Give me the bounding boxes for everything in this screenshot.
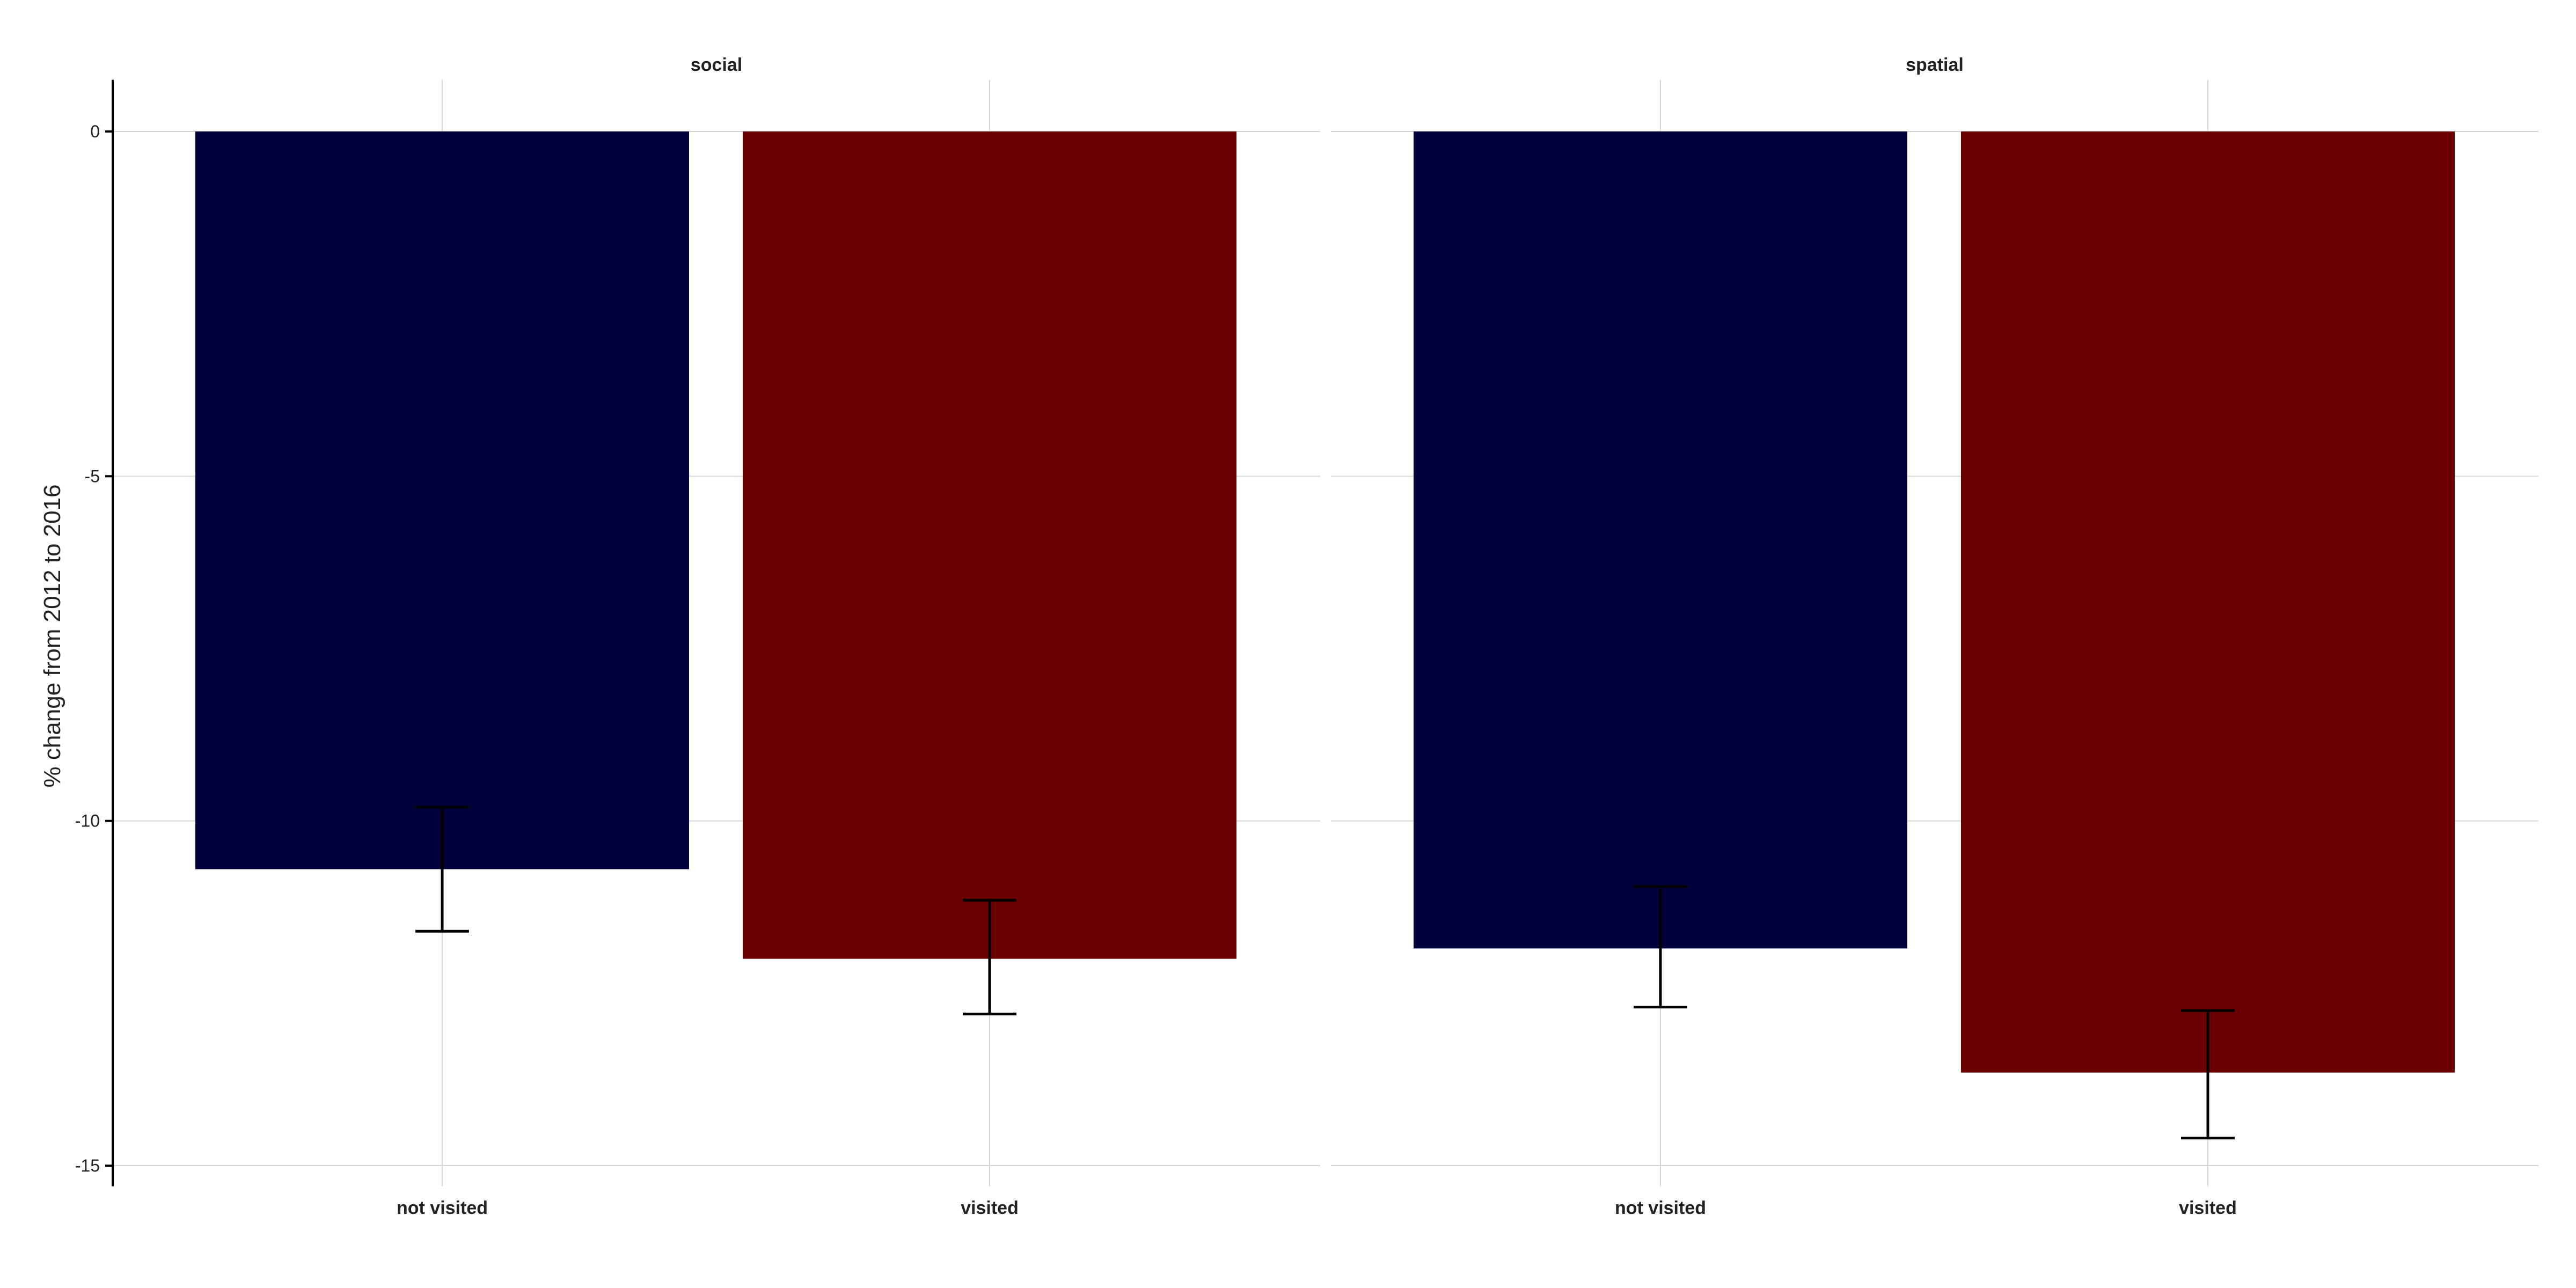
facet-title: social bbox=[691, 55, 742, 75]
error-bar-layer bbox=[415, 806, 2235, 1140]
label-layer: not visited visited social not visited visit… bbox=[75, 55, 2237, 1218]
bar bbox=[195, 131, 689, 869]
x-tick-label: not visited bbox=[397, 1198, 488, 1218]
axis-layer bbox=[105, 79, 114, 1187]
y-tick-label: 0 bbox=[90, 122, 100, 141]
x-tick-label: not visited bbox=[1615, 1198, 1706, 1218]
bar-layer bbox=[195, 131, 2455, 1073]
y-axis-title: % change from 2012 to 2016 bbox=[39, 484, 65, 787]
facet-title: spatial bbox=[1906, 55, 1964, 75]
bar bbox=[1414, 131, 1907, 949]
y-tick-label: -5 bbox=[85, 466, 100, 486]
bar bbox=[743, 131, 1236, 959]
bar bbox=[1961, 131, 2455, 1073]
y-tick-label: -15 bbox=[75, 1156, 100, 1175]
x-tick-label: visited bbox=[961, 1198, 1019, 1218]
x-tick-label: visited bbox=[2179, 1198, 2237, 1218]
y-tick-label: -10 bbox=[75, 811, 100, 831]
